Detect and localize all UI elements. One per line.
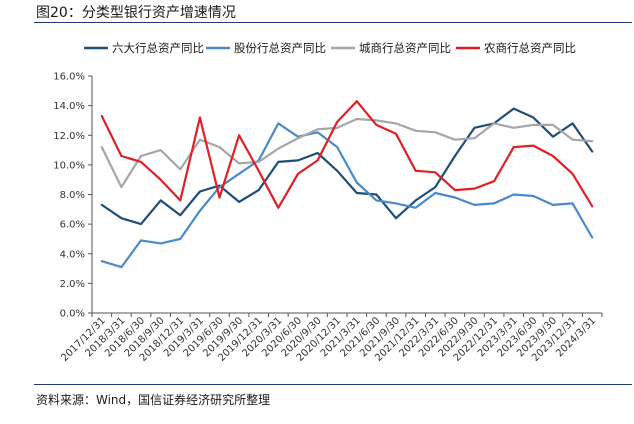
legend: 六大行总资产同比 股份行总资产同比 城商行总资产同比 农商行总资产同比 [84, 41, 576, 55]
y-tick-label: 0.0% [60, 309, 85, 320]
series-line-2 [100, 122, 594, 269]
y-tick-label: 8.0% [60, 190, 85, 201]
legend-label-1: 六大行总资产同比 [112, 41, 204, 55]
series-line-3 [100, 117, 594, 189]
x-axis: 2017/12/312018/3/312018/6/302018/9/30201… [59, 312, 603, 364]
y-tick-label: 16.0% [53, 72, 85, 83]
y-tick-label: 6.0% [60, 220, 85, 231]
series-lines [100, 100, 594, 269]
top-rule [34, 22, 632, 23]
y-tick-label: 10.0% [53, 160, 85, 171]
legend-label-2: 股份行总资产同比 [234, 41, 326, 55]
bottom-rule [34, 384, 632, 385]
y-tick-label: 4.0% [60, 249, 85, 260]
y-tick-label: 14.0% [53, 101, 85, 112]
y-axis: 0.0% 2.0% 4.0% 6.0% 8.0% 10.0% 12.0% 14.0% 16.0% [53, 72, 93, 320]
series-line-1 [100, 107, 594, 226]
y-tick-label: 2.0% [60, 279, 85, 290]
source-note: 资料来源：Wind，国信证券经济研究所整理 [36, 393, 271, 407]
legend-label-3: 城商行总资产同比 [359, 41, 451, 55]
y-tick-label: 12.0% [53, 131, 85, 142]
series-line-4 [100, 100, 594, 209]
figure-title: 图20：分类型银行资产增速情况 [36, 5, 236, 21]
figure-header: 图20：分类型银行资产增速情况 [0, 0, 634, 22]
legend-label-4: 农商行总资产同比 [484, 41, 576, 55]
